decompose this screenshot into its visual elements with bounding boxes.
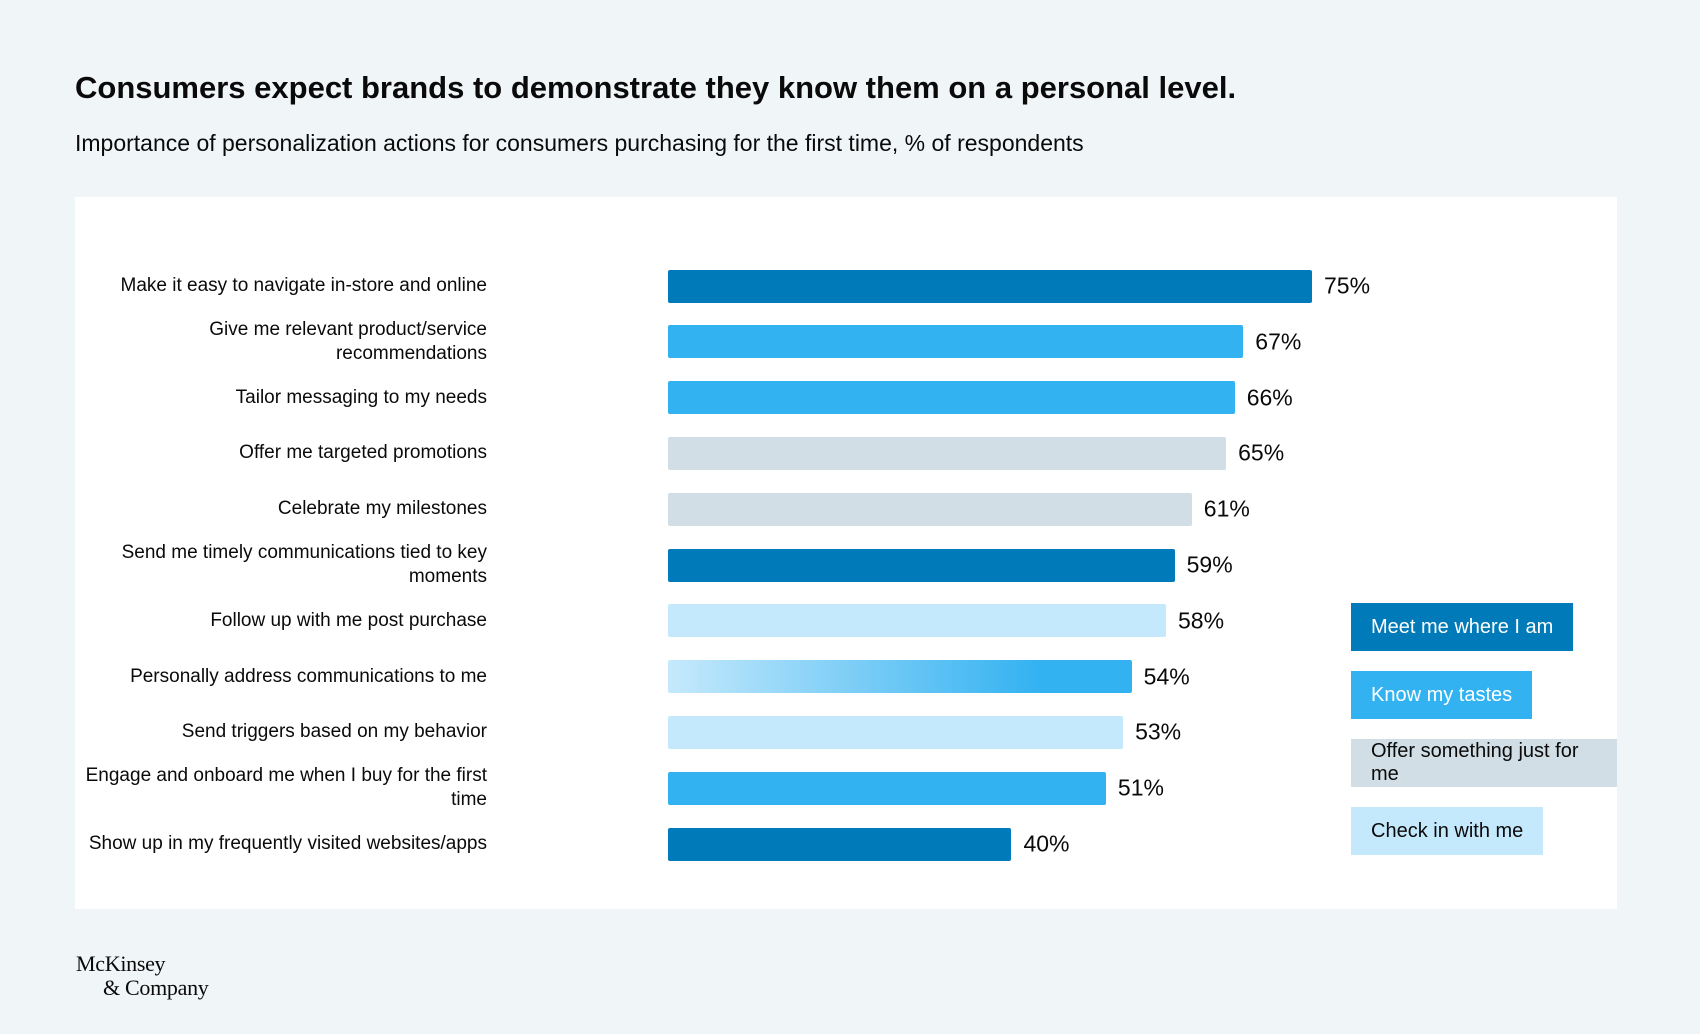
company-logo: McKinsey & Company <box>76 951 209 1000</box>
bar <box>668 548 1175 582</box>
bar <box>668 325 1244 359</box>
value-label: 75% <box>1324 272 1371 299</box>
value-label: 40% <box>1023 830 1070 857</box>
category-label: Show up in my frequently visited website… <box>88 833 487 854</box>
legend-item-check: Check in with me <box>1351 807 1544 855</box>
value-label: 67% <box>1255 328 1302 355</box>
logo-line-1: McKinsey <box>76 951 166 976</box>
category-label: Tailor messaging to my needs <box>235 386 487 408</box>
chart-subtitle: Importance of personalization actions fo… <box>75 130 1084 156</box>
category-label: Give me relevant product/service recomme… <box>209 318 487 364</box>
logo-line-2: & Company <box>103 975 209 1000</box>
value-label: 51% <box>1117 774 1164 801</box>
legend-item-know: Know my tastes <box>1351 671 1533 719</box>
value-label: 65% <box>1238 439 1285 466</box>
bar <box>668 827 1012 861</box>
value-label: 54% <box>1143 663 1190 690</box>
bar <box>668 771 1106 805</box>
bar <box>668 604 1167 638</box>
bar <box>668 269 1312 303</box>
bar <box>668 492 1192 526</box>
category-label: Offer me targeted promotions <box>239 442 487 464</box>
legend-item-meet: Meet me where I am <box>1351 603 1574 651</box>
chart-panel: Make it easy to navigate in-store and on… <box>75 197 1617 909</box>
legend-item-offer: Offer something just for me <box>1351 739 1617 787</box>
bar <box>668 381 1235 415</box>
category-label: Personally address communications to me <box>130 665 487 687</box>
bar <box>668 715 1124 749</box>
value-label: 53% <box>1135 718 1182 745</box>
bar <box>668 660 1132 694</box>
category-label: Send me timely communications tied to ke… <box>121 542 487 587</box>
value-label: 61% <box>1203 495 1250 522</box>
category-label: Follow up with me post purchase <box>210 609 487 631</box>
value-label: 58% <box>1178 607 1225 634</box>
category-label: Engage and onboard me when I buy for the… <box>85 765 487 811</box>
value-label: 59% <box>1186 551 1233 578</box>
category-label: Send triggers based on my behavior <box>181 721 487 743</box>
category-label: Celebrate my milestones <box>277 498 487 520</box>
chart-title: Consumers expect brands to demonstrate t… <box>75 70 1237 105</box>
category-label: Make it easy to navigate in-store and on… <box>120 275 488 296</box>
bar <box>668 436 1227 470</box>
value-label: 66% <box>1246 384 1293 411</box>
